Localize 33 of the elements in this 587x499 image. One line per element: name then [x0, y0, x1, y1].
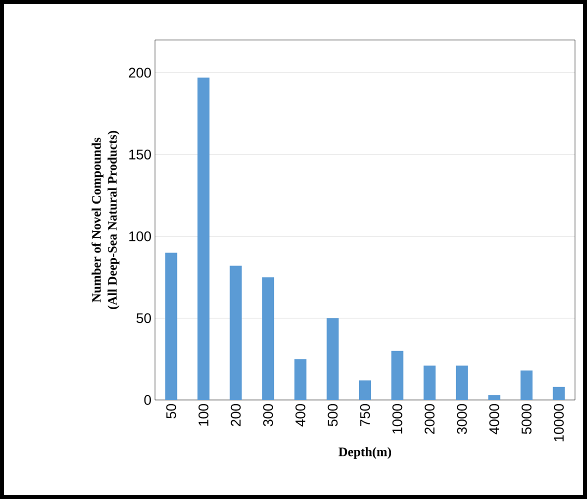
bar — [552, 386, 565, 400]
y-tick-label: 150 — [129, 150, 151, 160]
x-tick-label: 1000 — [392, 404, 402, 434]
bar — [294, 359, 306, 400]
y-axis-title: Number of Novel Compounds (All Deep-Sea Natural Products) — [92, 130, 120, 310]
y-tick-label: 50 — [136, 313, 151, 324]
bar — [520, 370, 533, 400]
x-axis-title: Depth(m) — [338, 447, 392, 459]
bar — [488, 395, 500, 400]
x-tick-label: 200 — [230, 404, 241, 426]
y-tick-label: 200 — [128, 68, 151, 78]
bar — [424, 366, 436, 400]
bar — [326, 318, 339, 400]
x-tick-label: 2000 — [424, 404, 435, 434]
bar — [359, 380, 372, 400]
x-tick-label: 400 — [295, 404, 306, 426]
x-tick-label: 3000 — [456, 404, 467, 434]
x-tick-label: 50 — [166, 404, 176, 418]
bar — [262, 277, 274, 400]
x-tick-label: 5000 — [522, 404, 532, 434]
x-tick-label: 100 — [198, 404, 208, 426]
y-tick-label: 0 — [144, 395, 151, 405]
bar — [456, 366, 468, 400]
bar — [197, 78, 210, 400]
x-tick-label: 4000 — [489, 404, 500, 434]
x-tick-label: 500 — [328, 404, 338, 426]
bar — [391, 350, 404, 400]
x-tick-label: 10000 — [554, 404, 564, 442]
x-tick-label: 750 — [360, 404, 370, 426]
bar — [165, 252, 178, 400]
y-tick-label: 100 — [129, 231, 151, 242]
bar — [230, 266, 242, 400]
x-tick-label: 300 — [263, 404, 274, 426]
